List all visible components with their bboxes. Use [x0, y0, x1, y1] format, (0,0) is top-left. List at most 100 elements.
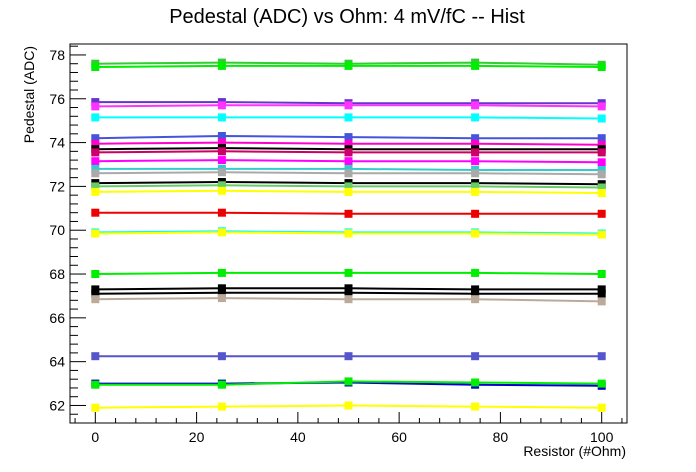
data-point [217, 132, 226, 140]
data-point [597, 166, 606, 174]
x-axis-label: Resistor (#Ohm) [523, 443, 626, 459]
data-point [91, 98, 100, 107]
data-point [471, 134, 480, 143]
data-point [91, 182, 100, 191]
series-14 [91, 181, 606, 192]
data-point [344, 113, 353, 122]
y-tick-label: 70 [49, 222, 65, 238]
data-point [471, 352, 480, 361]
data-point [597, 170, 606, 179]
data-point [597, 352, 606, 361]
x-tick-label: 40 [290, 429, 306, 445]
data-point [597, 379, 606, 388]
series-12 [91, 168, 606, 179]
x-tick-label: 60 [391, 429, 407, 445]
data-point [344, 164, 353, 173]
data-point [344, 401, 353, 410]
data-point [217, 268, 226, 277]
x-tick-label: 0 [91, 429, 99, 445]
data-point [217, 288, 226, 297]
data-point [597, 285, 606, 294]
data-point [91, 270, 100, 278]
data-point [471, 378, 480, 387]
chart-title: Pedestal (ADC) vs Ohm: 4 mV/fC -- Hist [169, 6, 525, 28]
data-point [91, 380, 100, 389]
data-point [91, 157, 100, 166]
series-18 [91, 228, 606, 239]
data-point [217, 294, 226, 303]
data-point [471, 113, 480, 122]
data-point [344, 377, 353, 386]
data-point [91, 229, 100, 238]
data-point [91, 285, 100, 294]
y-tick-label: 62 [49, 397, 65, 413]
data-point [91, 102, 100, 111]
data-point [344, 61, 353, 70]
data-point [597, 158, 606, 167]
data-point [471, 148, 480, 157]
data-point [217, 352, 226, 361]
data-point [217, 138, 226, 147]
data-point [344, 352, 353, 361]
data-point [344, 182, 353, 191]
series-6 [91, 132, 606, 143]
data-point [344, 148, 353, 157]
data-point [471, 285, 480, 294]
data-point [91, 352, 100, 361]
data-point [344, 284, 353, 293]
data-point [597, 297, 606, 306]
data-point [597, 148, 606, 157]
series-22 [91, 294, 606, 306]
data-point [91, 289, 100, 298]
data-point [217, 147, 226, 156]
data-point [597, 209, 606, 218]
y-tick-label: 66 [49, 310, 65, 326]
data-point [217, 61, 226, 70]
y-tick-label: 72 [49, 178, 65, 194]
data-point [597, 183, 606, 192]
data-point [597, 140, 606, 149]
data-point [471, 61, 480, 70]
data-point [344, 101, 353, 110]
data-point [91, 187, 100, 196]
y-tick-label: 74 [49, 135, 65, 151]
data-point [344, 169, 353, 178]
series-20 [91, 284, 606, 294]
data-point [91, 164, 100, 173]
series-2 [91, 61, 606, 71]
data-point [344, 133, 353, 142]
data-point [217, 186, 226, 195]
series-10 [91, 156, 606, 167]
series-15 [91, 186, 606, 197]
x-tick-label: 20 [189, 429, 205, 445]
data-point [344, 209, 353, 218]
series-layer [91, 58, 606, 412]
data-point [91, 134, 100, 143]
data-point [217, 208, 226, 217]
data-point [597, 134, 606, 143]
data-point [344, 268, 353, 277]
data-point [471, 169, 480, 178]
series-21 [91, 288, 606, 298]
data-point [91, 113, 100, 122]
data-point [91, 169, 100, 178]
data-point [471, 101, 480, 110]
data-point [344, 187, 353, 196]
data-point [597, 63, 606, 71]
data-point [597, 289, 606, 298]
axis-layer: 0 20 40 60 80 100 62 64 66 68 70 72 74 76 78 [49, 45, 623, 445]
data-point [217, 402, 226, 411]
data-point [344, 157, 353, 166]
series-23 [91, 352, 606, 361]
series-7 [91, 138, 606, 149]
data-point [217, 156, 226, 165]
series-5 [91, 113, 606, 123]
data-point [217, 113, 226, 122]
series-19 [91, 268, 606, 278]
data-point [471, 139, 480, 148]
plot-frame [69, 43, 628, 424]
data-point [471, 157, 480, 166]
data-point [91, 148, 100, 157]
data-point [344, 288, 353, 297]
data-point [217, 380, 226, 389]
